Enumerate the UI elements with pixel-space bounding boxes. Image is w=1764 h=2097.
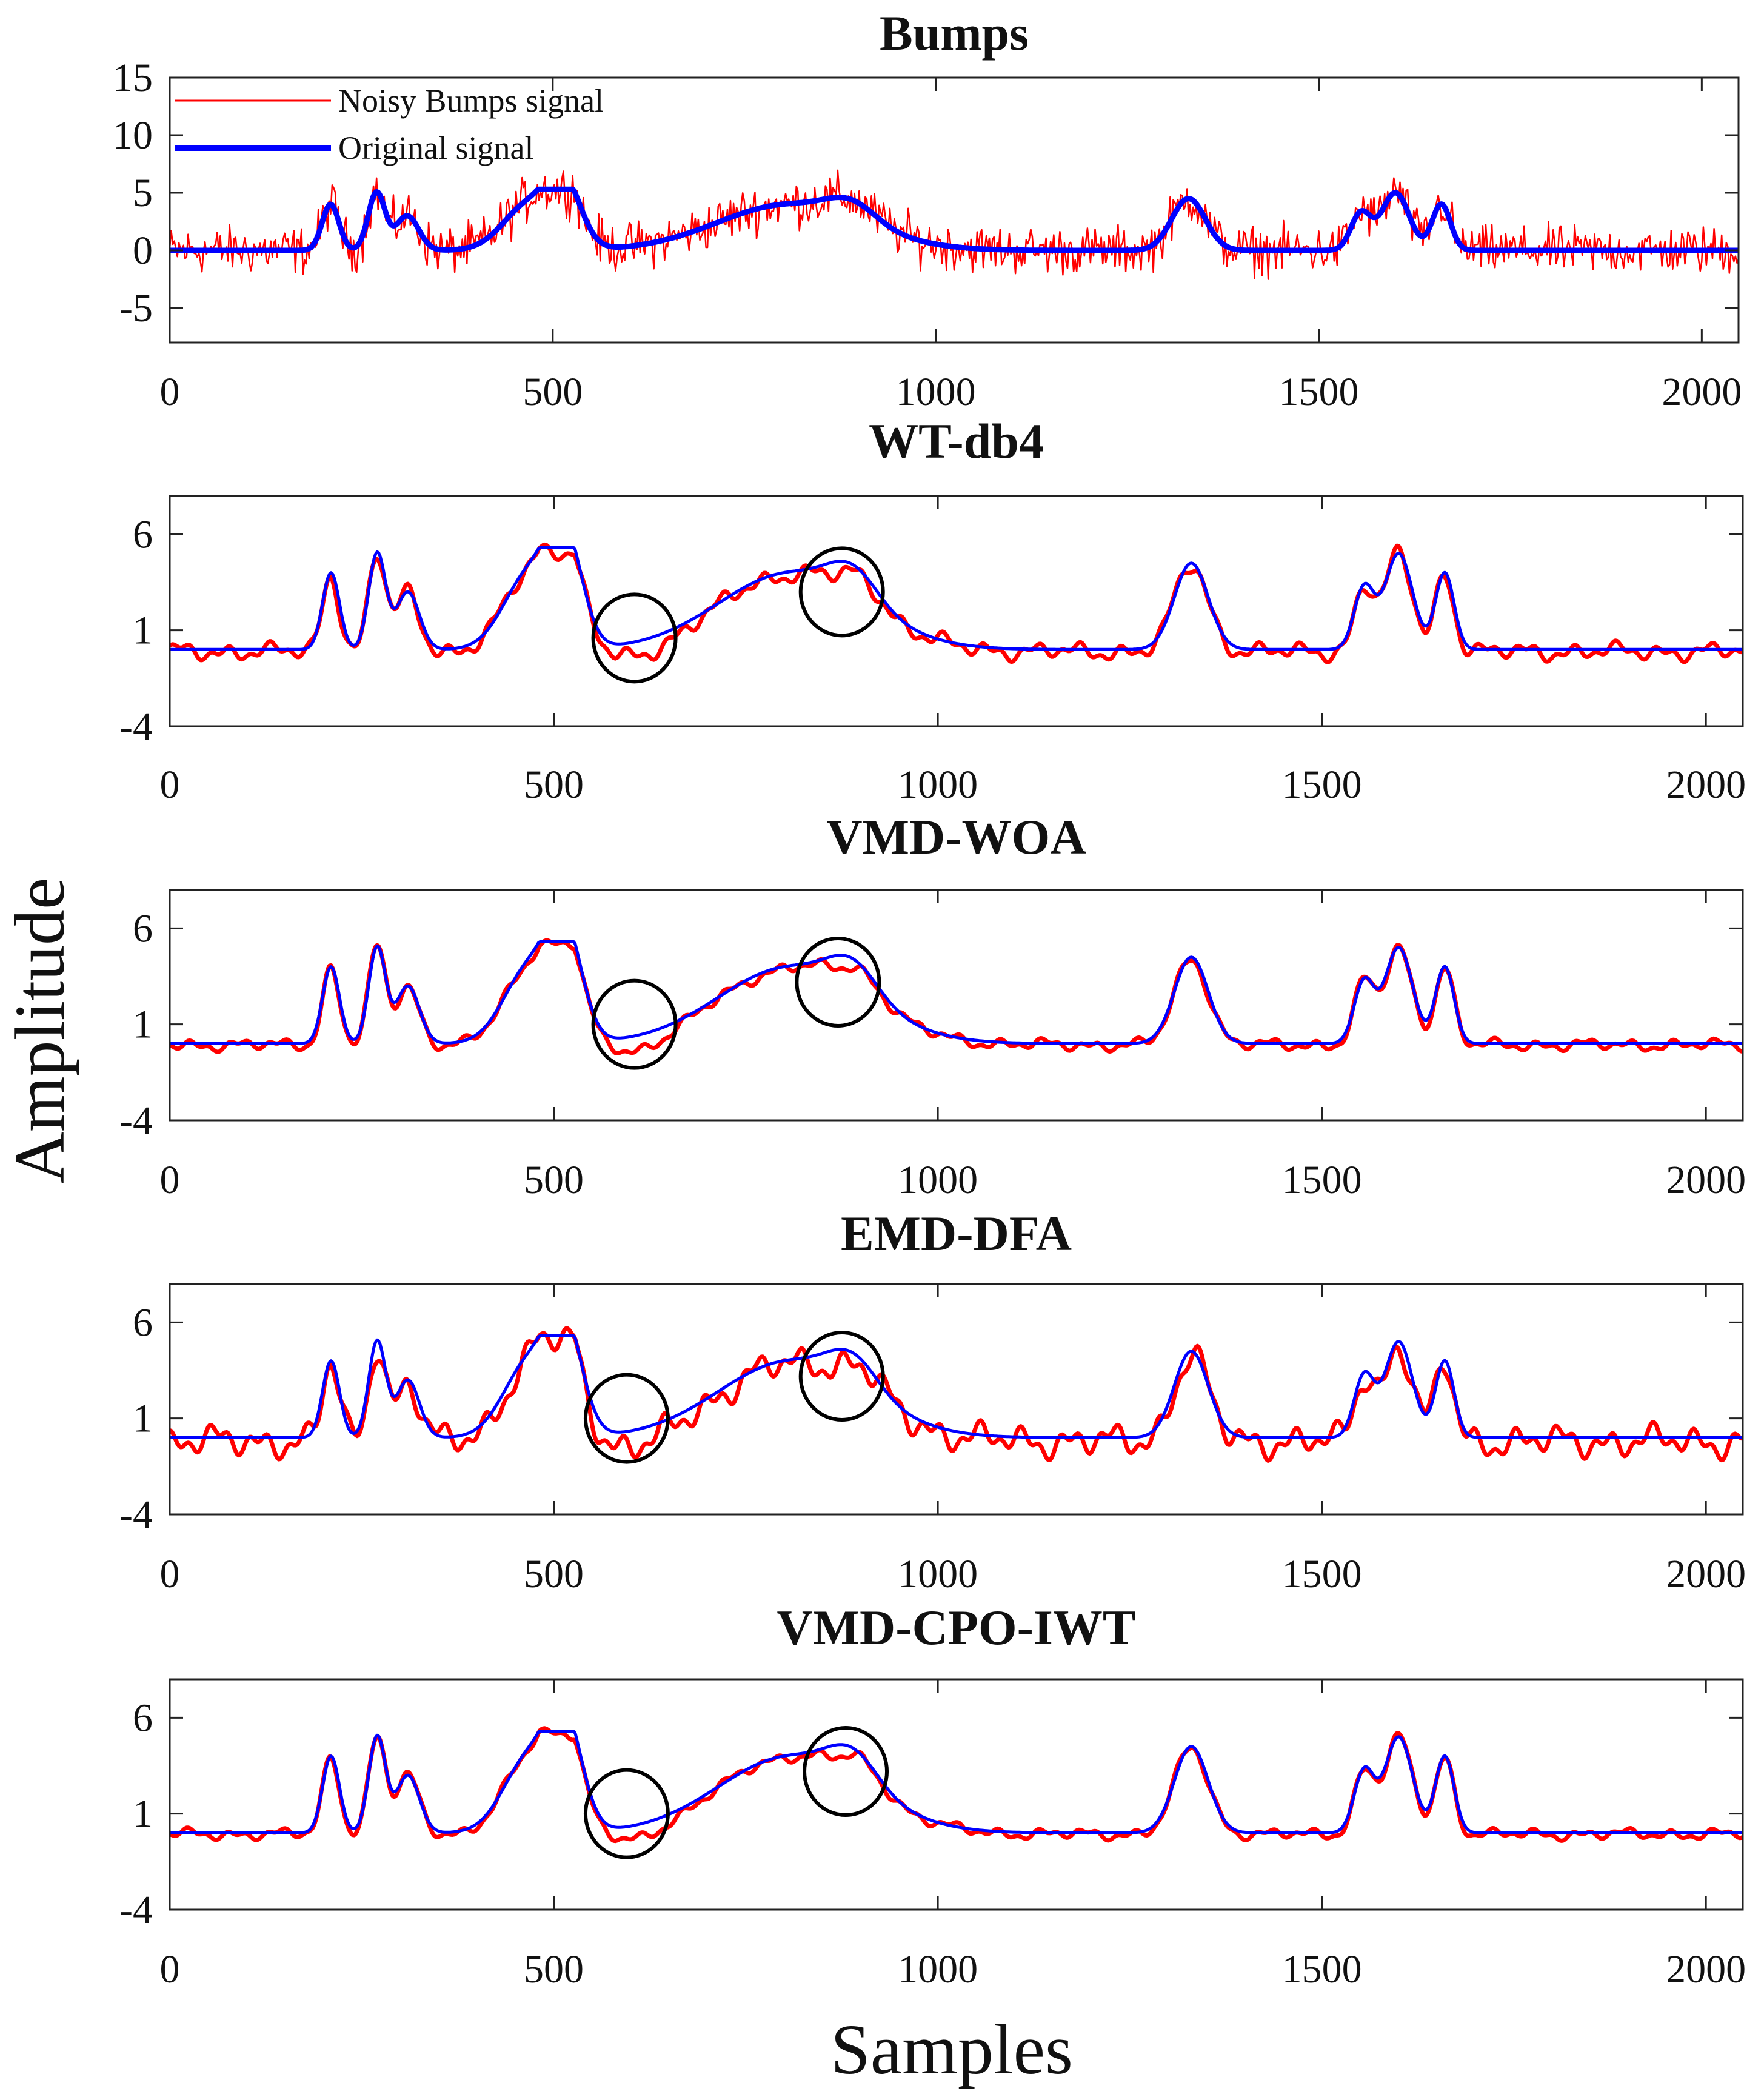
- x-tick-label: 1000: [896, 370, 976, 414]
- x-axis-label: Samples: [830, 2010, 1073, 2089]
- x-tick-label: 2000: [1666, 1552, 1746, 1596]
- x-tick-label: 0: [160, 1947, 180, 1992]
- x-tick-label: 2000: [1666, 1947, 1746, 1992]
- x-tick-label: 1500: [1282, 1158, 1362, 1202]
- legend-label: Noisy Bumps signal: [338, 82, 604, 119]
- x-tick-label: 1000: [898, 1947, 978, 1992]
- legend: Noisy Bumps signal Original signal: [175, 82, 604, 166]
- plot-area: [170, 169, 1739, 280]
- y-tick-label: -4: [119, 704, 153, 749]
- x-tick-label: 0: [160, 763, 180, 807]
- highlight-circle: [583, 1373, 670, 1464]
- x-tick-label: 500: [524, 1552, 584, 1596]
- series-line: [170, 169, 1739, 280]
- x-tick-label: 0: [160, 1158, 180, 1202]
- highlight-circle: [798, 546, 885, 638]
- y-tick-label: 10: [113, 113, 153, 158]
- y-axis-label: Amplitude: [0, 878, 79, 1184]
- panel-5: VMD-CPO-IWT 0 500 1000 1500 2000 6 1 -4: [119, 1600, 1746, 1992]
- series-line: [170, 1726, 1743, 1844]
- y-tick-label: 1: [133, 1792, 153, 1836]
- y-tick-label: 6: [133, 1300, 153, 1345]
- x-tick-label: 0: [160, 370, 180, 414]
- y-tick-label: 0: [133, 229, 153, 273]
- x-tick-label: 2000: [1666, 1158, 1746, 1202]
- y-tick-label: 5: [133, 171, 153, 215]
- y-tick-label: 6: [133, 512, 153, 557]
- y-tick-label: 1: [133, 609, 153, 653]
- highlight-circle: [591, 978, 678, 1070]
- x-tick-label: 1000: [898, 1158, 978, 1202]
- series-line: [170, 542, 1743, 664]
- x-tick-label: 2000: [1666, 763, 1746, 807]
- series-line: [170, 1730, 1743, 1834]
- panel-title: WT-db4: [869, 413, 1044, 469]
- plot-area: [170, 1326, 1743, 1463]
- plot-area: [170, 938, 1743, 1055]
- panel-title: Bumps: [880, 5, 1029, 61]
- x-tick-label: 1500: [1282, 1947, 1362, 1992]
- axes-box: [169, 889, 1744, 1122]
- x-tick-label: 1500: [1282, 1552, 1362, 1596]
- series-line: [170, 186, 1739, 253]
- panel-title: VMD-CPO-IWT: [777, 1600, 1135, 1655]
- y-tick-label: 6: [133, 1696, 153, 1740]
- y-tick-label: -4: [119, 1888, 153, 1932]
- x-tick-label: 500: [523, 370, 583, 414]
- highlight-circle: [591, 592, 678, 684]
- y-tick-label: 6: [133, 906, 153, 951]
- plot-area: [170, 1726, 1743, 1844]
- highlight-circle: [798, 1331, 885, 1422]
- panel-title: EMD-DFA: [841, 1206, 1072, 1261]
- series-line: [170, 940, 1743, 1045]
- panel-3: VMD-WOA 0 500 1000 1500 2000 6 1 -4: [119, 809, 1746, 1202]
- x-tick-label: 1000: [898, 763, 978, 807]
- y-tick-label: 1: [133, 1003, 153, 1047]
- highlight-circle: [795, 937, 881, 1028]
- y-tick-label: -4: [119, 1099, 153, 1143]
- y-tick-label: 1: [133, 1397, 153, 1441]
- legend-label: Original signal: [338, 130, 533, 166]
- series-line: [170, 546, 1743, 651]
- y-tick-label: -4: [119, 1493, 153, 1537]
- series-line: [170, 1326, 1743, 1463]
- panel-title: VMD-WOA: [826, 809, 1086, 865]
- axes-box: [169, 1283, 1744, 1516]
- x-tick-label: 500: [524, 1158, 584, 1202]
- x-tick-label: 0: [160, 1552, 180, 1596]
- x-tick-label: 500: [524, 1947, 584, 1992]
- y-tick-label: 15: [113, 56, 153, 100]
- axes-box: [169, 76, 1740, 344]
- x-tick-label: 500: [524, 763, 584, 807]
- x-tick-label: 1000: [898, 1552, 978, 1596]
- axes-box: [169, 1678, 1744, 1911]
- panel-2: WT-db4 0 500 1000 1500 2000 6 1 -4: [119, 413, 1746, 807]
- highlight-circle: [583, 1768, 670, 1859]
- y-tick-label: -5: [119, 286, 153, 330]
- x-tick-label: 1500: [1279, 370, 1359, 414]
- highlight-circle: [803, 1726, 889, 1817]
- panel-4: EMD-DFA 0 500 1000 1500 2000 6 1 -4: [119, 1206, 1746, 1596]
- axes-box: [169, 495, 1744, 727]
- plot-area: [170, 542, 1743, 664]
- x-tick-label: 2000: [1662, 370, 1742, 414]
- x-tick-label: 1500: [1282, 763, 1362, 807]
- series-line: [170, 1334, 1743, 1439]
